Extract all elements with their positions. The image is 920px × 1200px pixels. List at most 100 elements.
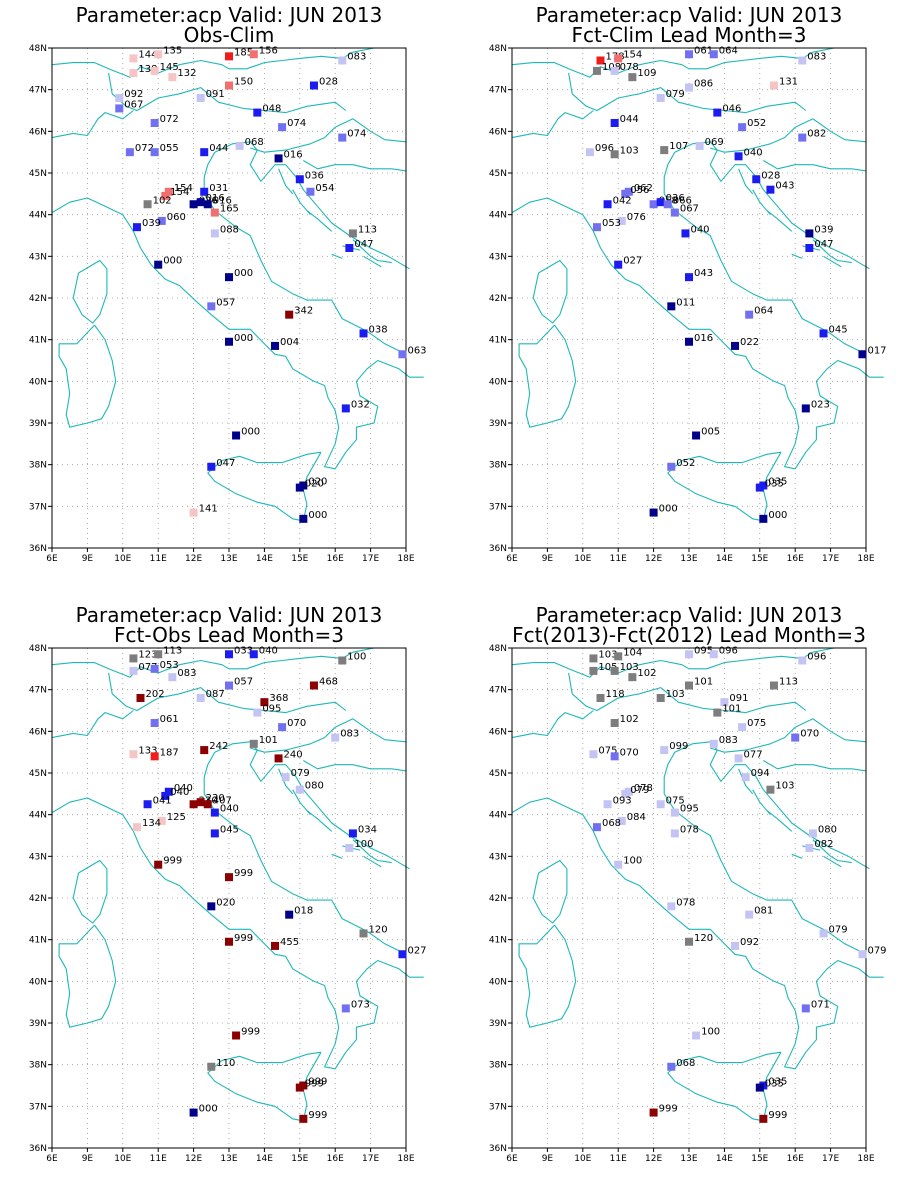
station-marker[interactable] [129,654,138,663]
station-marker[interactable] [614,54,623,63]
station-marker[interactable] [225,937,233,946]
station-marker[interactable] [685,273,693,282]
station-marker[interactable] [614,652,623,661]
station-marker[interactable] [769,681,778,690]
station-marker[interactable] [656,198,665,207]
station-marker[interactable] [225,873,233,882]
station-marker[interactable] [207,302,216,311]
station-marker[interactable] [621,789,630,798]
station-marker[interactable] [132,223,141,232]
station-marker[interactable] [129,54,138,63]
station-marker[interactable] [610,666,619,675]
station-marker[interactable] [157,216,166,225]
station-marker[interactable] [161,791,170,800]
station-marker[interactable] [253,708,262,717]
station-marker[interactable] [200,187,209,196]
station-marker[interactable] [649,508,658,517]
station-marker[interactable] [129,69,138,77]
station-marker[interactable] [596,56,605,65]
station-marker[interactable] [610,719,619,727]
station-marker[interactable] [225,81,233,90]
station-marker[interactable] [663,200,672,209]
station-marker[interactable] [610,150,619,159]
station-marker[interactable] [150,148,159,157]
station-marker[interactable] [798,56,807,65]
station-marker[interactable] [295,785,304,794]
station-marker[interactable] [203,200,212,209]
station-marker[interactable] [196,694,205,702]
station-marker[interactable] [738,723,747,732]
station-marker[interactable] [285,310,294,319]
station-marker[interactable] [752,175,761,184]
station-marker[interactable] [660,746,669,755]
station-marker[interactable] [805,244,814,252]
station-marker[interactable] [621,189,630,198]
station-marker[interactable] [143,800,152,809]
station-marker[interactable] [196,798,205,807]
station-marker[interactable] [210,229,219,238]
station-marker[interactable] [338,56,347,65]
station-marker[interactable] [628,73,637,82]
station-marker[interactable] [348,229,357,238]
station-marker[interactable] [667,302,676,311]
station-marker[interactable] [755,1083,764,1092]
station-marker[interactable] [791,733,800,742]
station-marker[interactable] [670,208,679,217]
station-marker[interactable] [738,123,747,132]
station-marker[interactable] [592,66,601,75]
station-marker[interactable] [235,141,244,150]
station-marker[interactable] [164,187,173,196]
station-marker[interactable] [168,673,177,682]
station-marker[interactable] [681,229,690,238]
station-marker[interactable] [200,746,209,755]
station-marker[interactable] [649,1108,658,1117]
station-marker[interactable] [150,66,159,75]
station-marker[interactable] [225,337,233,346]
station-marker[interactable] [249,650,258,659]
station-marker[interactable] [596,694,605,702]
station-marker[interactable] [359,929,368,938]
station-marker[interactable] [709,650,718,659]
station-marker[interactable] [306,187,315,196]
station-marker[interactable] [734,754,743,763]
station-marker[interactable] [341,1004,350,1013]
station-marker[interactable] [271,341,280,350]
station-marker[interactable] [189,1108,198,1117]
station-marker[interactable] [592,223,601,232]
station-marker[interactable] [157,816,166,825]
station-marker[interactable] [592,823,601,832]
station-marker[interactable] [709,739,718,748]
station-marker[interactable] [143,200,152,209]
station-marker[interactable] [200,148,209,157]
station-marker[interactable] [129,750,138,759]
station-marker[interactable] [295,175,304,184]
station-marker[interactable] [345,844,354,852]
station-marker[interactable] [720,698,729,707]
station-marker[interactable] [769,81,778,90]
station-marker[interactable] [345,244,354,252]
station-marker[interactable] [299,1114,308,1123]
station-marker[interactable] [685,83,693,92]
station-marker[interactable] [766,185,775,194]
station-marker[interactable] [196,198,205,207]
station-marker[interactable] [210,808,219,817]
station-marker[interactable] [713,708,722,717]
station-marker[interactable] [858,350,867,359]
station-marker[interactable] [656,94,665,102]
station-marker[interactable] [189,508,198,517]
station-marker[interactable] [210,829,219,838]
station-marker[interactable] [610,66,619,75]
station-marker[interactable] [348,829,357,838]
station-marker[interactable] [168,73,177,82]
station-marker[interactable] [210,208,219,217]
station-marker[interactable] [589,666,598,675]
station-marker[interactable] [585,148,594,157]
station-marker[interactable] [189,800,198,809]
station-marker[interactable] [225,681,233,690]
station-marker[interactable] [207,902,216,911]
station-marker[interactable] [713,108,722,117]
station-marker[interactable] [766,785,775,794]
station-marker[interactable] [150,664,159,673]
station-marker[interactable] [232,1031,241,1040]
station-marker[interactable] [656,694,665,702]
